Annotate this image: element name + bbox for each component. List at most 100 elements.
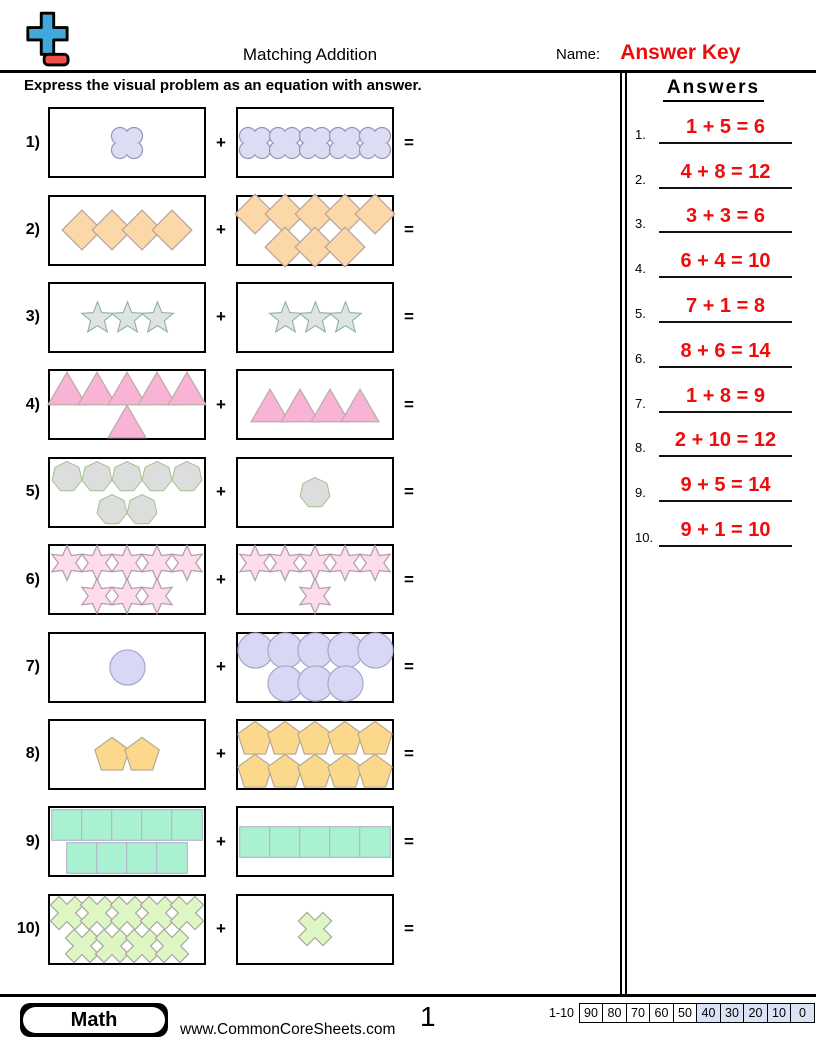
addend-box-right — [236, 806, 394, 878]
answer-equation: 6 + 4 = 10 — [680, 250, 771, 273]
score-cell: 30 — [719, 1003, 745, 1023]
addend-box-right — [236, 718, 394, 790]
answers-column: Answers 1. 1 + 5 = 6 2. 4 + 8 = 12 3. 3 … — [627, 73, 816, 997]
shape-row — [250, 387, 380, 423]
commoncoresheets-logo — [24, 10, 70, 73]
problem-row: 9) + — [0, 798, 620, 885]
shape-row — [264, 225, 366, 268]
heptagon-icon — [81, 460, 113, 491]
problem-number: 10) — [16, 920, 40, 938]
shape-row — [47, 371, 207, 406]
heptagon-icon — [96, 493, 128, 524]
shape-row — [51, 809, 203, 842]
shape-row — [298, 577, 332, 616]
shape-row — [299, 476, 331, 509]
shape-row — [234, 192, 396, 235]
shape-row — [49, 895, 205, 931]
equals-sign: = — [404, 569, 414, 589]
plus-operator: + — [216, 482, 226, 502]
answer-blank-line: 2 + 10 = 12 — [659, 429, 792, 458]
addend-box-right — [236, 281, 394, 353]
pentagon-icon — [237, 753, 273, 788]
addend-box-left — [48, 281, 206, 353]
shape-row — [96, 492, 158, 525]
addend-box-left — [48, 893, 206, 965]
math-badge: Math — [20, 1003, 168, 1037]
answer-number: 10. — [635, 529, 654, 545]
pentagon-icon — [357, 753, 393, 788]
worksheet-title: Matching Addition — [242, 45, 378, 64]
quatrefoil-icon — [238, 126, 272, 159]
shape-row — [94, 737, 160, 772]
answer-number: 8. — [635, 440, 646, 456]
pentagon-icon — [124, 737, 160, 772]
shape-row — [110, 126, 144, 159]
heptagon-icon — [51, 460, 83, 491]
pentagon-icon — [327, 753, 363, 788]
triangle-icon — [280, 387, 320, 423]
plus-operator: + — [216, 744, 226, 764]
answer-equation: 8 + 6 = 14 — [680, 339, 771, 362]
answer-number: 6. — [635, 350, 646, 366]
answer-number: 4. — [635, 261, 646, 277]
problem-number: 7) — [25, 658, 40, 676]
score-cell: 40 — [696, 1003, 721, 1023]
score-cell: 90 — [578, 1003, 604, 1023]
triangle-icon — [340, 387, 380, 423]
answer-blank-line: 6 + 4 = 10 — [659, 250, 792, 279]
shape-row — [80, 577, 174, 616]
equals-sign: = — [404, 220, 414, 240]
star5-icon — [109, 300, 145, 334]
addend-box-left — [48, 718, 206, 790]
page-number: 1 — [420, 1001, 436, 1032]
quatrefoil-icon — [328, 126, 362, 159]
diamond-icon — [264, 225, 306, 268]
score-cells: 90 80 70 60 50 40 30 20 10 0 — [578, 1003, 815, 1023]
problem-row: 2) + = — [0, 186, 620, 273]
answer-equation: 1 + 8 = 9 — [686, 384, 765, 407]
answer-row: 3. 3 + 3 = 6 — [635, 189, 792, 234]
quatrefoil-icon — [298, 126, 332, 159]
problem-number: 5) — [25, 483, 40, 501]
triangle-icon — [77, 371, 117, 406]
shape-row — [61, 209, 193, 251]
square-icon — [359, 825, 391, 858]
addend-box-right — [234, 192, 396, 268]
answer-number: 5. — [635, 305, 646, 321]
cross-icon — [154, 928, 190, 964]
answer-equation: 1 + 5 = 6 — [686, 115, 765, 138]
equals-sign: = — [404, 307, 414, 327]
score-cell: 60 — [649, 1003, 674, 1023]
circle-icon — [108, 648, 146, 686]
diamond-icon — [91, 209, 133, 251]
shape-row — [266, 665, 364, 702]
triangle-icon — [250, 387, 290, 423]
quatrefoil-icon — [268, 126, 302, 159]
score-cell: 0 — [790, 1003, 815, 1023]
diamond-icon — [234, 192, 276, 235]
problem-number: 8) — [25, 745, 40, 763]
star6-icon — [140, 577, 174, 616]
triangle-icon — [167, 371, 207, 406]
problem-row: 4) + = — [0, 361, 620, 448]
star5-icon — [327, 300, 363, 334]
problems-list: 1) + = 2) + — [0, 99, 620, 973]
addend-box-right — [236, 544, 394, 616]
answer-blank-line: 8 + 6 = 14 — [659, 340, 792, 368]
diamond-icon — [121, 209, 163, 251]
plus-operator: + — [216, 657, 226, 677]
star6-icon — [298, 577, 332, 616]
answer-row: 7. 1 + 8 = 9 — [635, 368, 792, 413]
plus-operator: + — [216, 919, 226, 939]
shape-row — [50, 544, 204, 583]
addend-box-right — [236, 456, 394, 528]
addend-box-right — [236, 893, 394, 965]
answer-equation: 2 + 10 = 12 — [674, 429, 777, 452]
cross-icon — [49, 895, 85, 931]
problem-number: 3) — [25, 308, 40, 326]
diamond-icon — [354, 192, 396, 235]
star6-icon — [358, 544, 392, 583]
diamond-icon — [294, 225, 336, 268]
star5-icon — [139, 300, 175, 334]
